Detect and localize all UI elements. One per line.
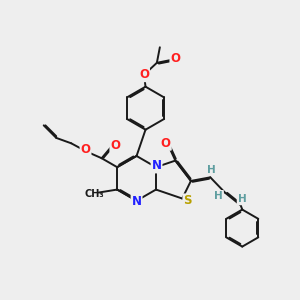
Text: H: H bbox=[214, 191, 223, 201]
Text: H: H bbox=[207, 165, 216, 175]
Text: N: N bbox=[132, 196, 142, 208]
Text: H: H bbox=[238, 194, 246, 204]
Text: O: O bbox=[110, 139, 120, 152]
Text: O: O bbox=[80, 143, 91, 156]
Text: CH₃: CH₃ bbox=[84, 189, 104, 199]
Text: O: O bbox=[161, 137, 171, 150]
Text: S: S bbox=[183, 194, 192, 207]
Text: O: O bbox=[170, 52, 180, 65]
Text: O: O bbox=[139, 68, 149, 81]
Text: N: N bbox=[152, 160, 162, 172]
